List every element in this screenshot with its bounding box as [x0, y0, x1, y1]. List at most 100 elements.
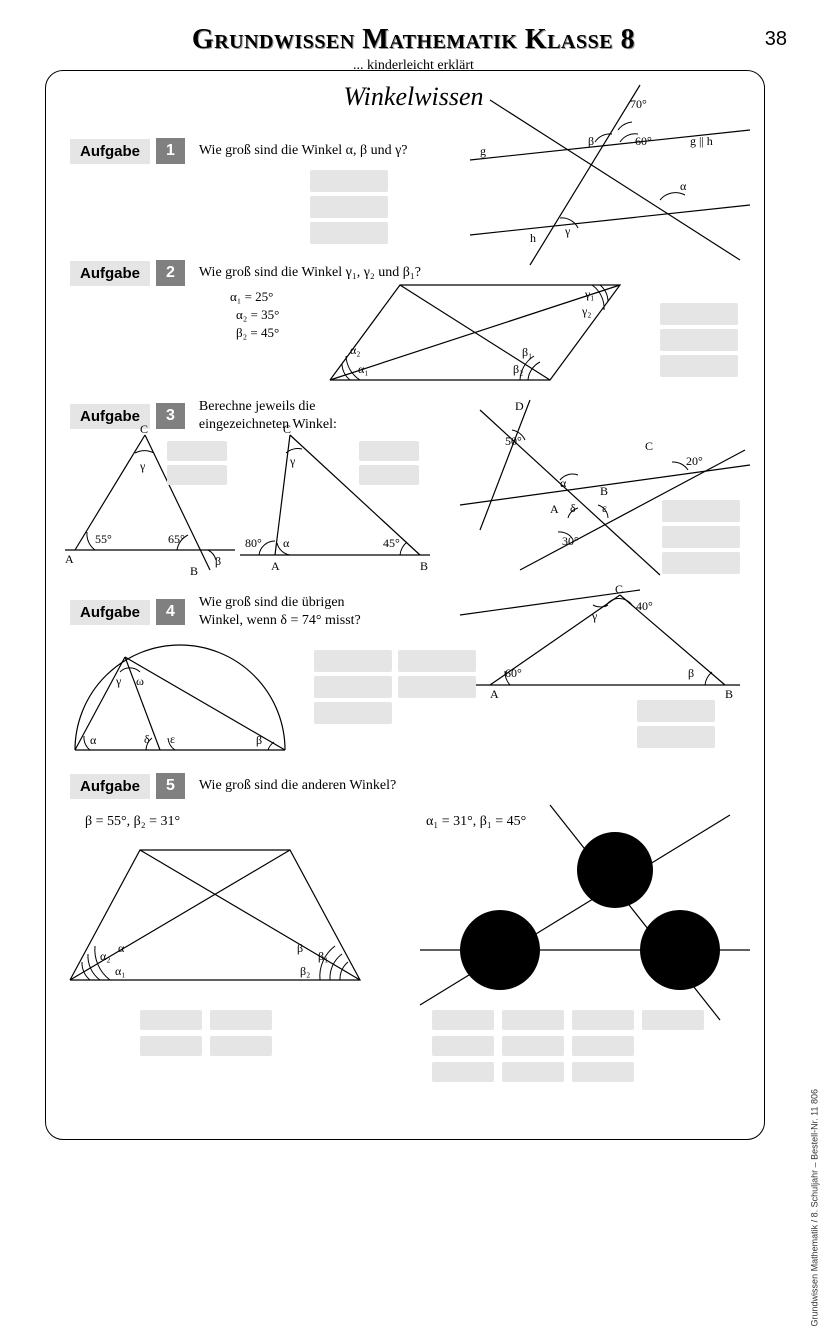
svg-text:ε: ε — [170, 732, 175, 746]
answer-box[interactable] — [637, 700, 715, 722]
svg-text:α₂: α₂ — [480, 929, 490, 943]
answer-box[interactable] — [642, 1010, 704, 1030]
svg-text:β₃: β₃ — [698, 954, 708, 968]
answer-box[interactable] — [314, 676, 392, 698]
answer-box[interactable] — [359, 441, 419, 461]
svg-text:70°: 70° — [630, 97, 647, 111]
answer-box[interactable] — [398, 676, 476, 698]
svg-text:β: β — [588, 134, 594, 148]
answer-box[interactable] — [502, 1062, 564, 1082]
svg-text:γ₂: γ₂ — [581, 304, 592, 318]
svg-text:β₄: β₄ — [692, 929, 702, 943]
svg-text:α: α — [283, 536, 290, 550]
svg-text:B: B — [420, 559, 428, 573]
svg-text:γ: γ — [139, 459, 146, 473]
svg-text:γ₃: γ₃ — [621, 839, 632, 853]
svg-text:C: C — [645, 439, 653, 453]
svg-text:A: A — [271, 559, 280, 573]
svg-text:50°: 50° — [505, 434, 522, 448]
answer-box[interactable] — [140, 1010, 202, 1030]
svg-text:γ: γ — [591, 609, 598, 623]
answer-box[interactable] — [210, 1036, 272, 1056]
svg-text:A: A — [550, 502, 559, 516]
answer-box[interactable] — [167, 465, 227, 485]
task-number: 5 — [156, 773, 185, 799]
task-label: Aufgabe — [70, 139, 150, 164]
svg-text:α₁: α₁ — [358, 362, 368, 376]
answer-box[interactable] — [662, 526, 740, 548]
answer-box[interactable] — [314, 702, 392, 724]
svg-text:g || h: g || h — [690, 134, 713, 148]
svg-text:ω: ω — [136, 674, 144, 688]
task-text: Wie groß sind die übrigenWinkel, wenn δ … — [199, 594, 361, 630]
diagram-3d: A B C 60° 40° γ β — [450, 585, 750, 705]
answer-box[interactable] — [572, 1010, 634, 1030]
svg-text:C: C — [283, 425, 291, 436]
svg-text:α₁: α₁ — [510, 934, 520, 948]
answer-box[interactable] — [662, 500, 740, 522]
svg-text:45°: 45° — [383, 536, 400, 550]
answer-box[interactable] — [140, 1036, 202, 1056]
svg-text:A: A — [490, 687, 499, 701]
svg-text:β: β — [215, 554, 221, 568]
svg-text:α₃: α₃ — [472, 954, 482, 968]
svg-text:g: g — [480, 144, 486, 158]
task-label: Aufgabe — [70, 261, 150, 286]
answer-box[interactable] — [210, 1010, 272, 1030]
svg-text:60°: 60° — [635, 134, 652, 148]
answer-box[interactable] — [432, 1062, 494, 1082]
answer-box[interactable] — [660, 329, 738, 351]
svg-text:60°: 60° — [505, 666, 522, 680]
task-number: 4 — [156, 599, 185, 625]
svg-text:β: β — [256, 733, 262, 747]
svg-text:β₂: β₂ — [513, 362, 523, 376]
answer-box[interactable] — [660, 303, 738, 325]
svg-text:α₂: α₂ — [100, 949, 110, 963]
answer-box[interactable] — [310, 170, 388, 192]
answer-box[interactable] — [432, 1010, 494, 1030]
answer-box[interactable] — [572, 1062, 634, 1082]
svg-text:δ: δ — [144, 732, 150, 746]
svg-text:C: C — [140, 425, 148, 436]
svg-text:65°: 65° — [168, 532, 185, 546]
footer-side-text: Grundwissen Mathematik / 8. Schuljahr – … — [809, 1089, 819, 1326]
answer-box[interactable] — [432, 1036, 494, 1056]
svg-text:α: α — [560, 476, 567, 490]
svg-text:β₁: β₁ — [660, 934, 670, 948]
svg-text:h: h — [530, 231, 536, 245]
answer-box[interactable] — [662, 552, 740, 574]
svg-text:γ₁: γ₁ — [584, 287, 595, 301]
svg-text:α: α — [90, 733, 97, 747]
svg-text:β₂: β₂ — [672, 961, 682, 975]
task-5-header: Aufgabe 5 Wie groß sind die anderen Wink… — [70, 773, 396, 799]
svg-text:α₄: α₄ — [503, 961, 513, 975]
svg-text:γ₁: γ₁ — [607, 877, 618, 891]
svg-text:α₂: α₂ — [350, 343, 360, 357]
answer-box[interactable] — [398, 650, 476, 672]
task-text: Wie groß sind die Winkel α, β und γ? — [199, 142, 408, 160]
diagram-5a: α₂ α α₁ β β₁ β₂ — [60, 830, 370, 1000]
task-label: Aufgabe — [70, 774, 150, 799]
svg-text:B: B — [725, 687, 733, 701]
answer-box[interactable] — [637, 726, 715, 748]
task-label: Aufgabe — [70, 600, 150, 625]
diagram-5b: α₂ α₁ α₃ α₄ β₁ β₄ β₂ β₃ γ₄ γ₃ γ₂ γ₁ — [400, 790, 760, 1035]
svg-text:40°: 40° — [636, 599, 653, 613]
answer-box[interactable] — [310, 222, 388, 244]
diagram-1: 70° 60° β α γ g h g || h — [460, 80, 760, 270]
answer-box[interactable] — [572, 1036, 634, 1056]
answer-box[interactable] — [660, 355, 738, 377]
answer-box[interactable] — [314, 650, 392, 672]
svg-text:D: D — [515, 399, 524, 413]
answer-box[interactable] — [502, 1036, 564, 1056]
svg-text:β₁: β₁ — [522, 345, 532, 359]
answer-box[interactable] — [359, 465, 419, 485]
svg-text:γ: γ — [115, 674, 122, 688]
svg-text:α: α — [680, 179, 687, 193]
answer-box[interactable] — [502, 1010, 564, 1030]
svg-text:β: β — [688, 666, 694, 680]
svg-text:γ₂: γ₂ — [627, 861, 638, 875]
answer-box[interactable] — [310, 196, 388, 218]
svg-text:γ₄: γ₄ — [591, 847, 602, 861]
answer-box[interactable] — [167, 441, 227, 461]
